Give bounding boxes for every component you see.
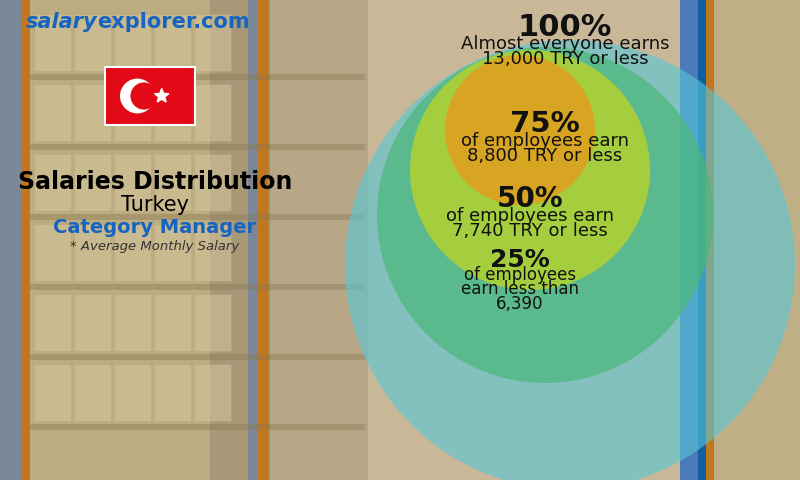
Text: 13,000 TRY or less: 13,000 TRY or less xyxy=(482,50,648,68)
FancyBboxPatch shape xyxy=(74,294,111,351)
Bar xyxy=(714,0,800,480)
Circle shape xyxy=(445,55,595,205)
FancyBboxPatch shape xyxy=(34,294,71,351)
Bar xyxy=(680,0,700,480)
Text: 6,390: 6,390 xyxy=(496,295,544,313)
Bar xyxy=(268,0,368,480)
Bar xyxy=(698,0,706,480)
Circle shape xyxy=(120,79,155,113)
Bar xyxy=(30,144,365,150)
Text: of employees: of employees xyxy=(464,266,576,284)
FancyBboxPatch shape xyxy=(34,14,71,71)
FancyBboxPatch shape xyxy=(114,364,151,421)
Bar xyxy=(258,0,270,480)
FancyBboxPatch shape xyxy=(114,154,151,211)
FancyBboxPatch shape xyxy=(154,84,191,141)
Bar xyxy=(22,0,30,480)
Bar xyxy=(30,354,365,360)
Text: 8,800 TRY or less: 8,800 TRY or less xyxy=(467,147,622,165)
Bar xyxy=(30,424,365,430)
Text: 50%: 50% xyxy=(497,185,563,213)
FancyBboxPatch shape xyxy=(154,14,191,71)
FancyBboxPatch shape xyxy=(194,224,231,281)
Polygon shape xyxy=(154,88,169,102)
Bar xyxy=(210,0,250,480)
FancyBboxPatch shape xyxy=(154,294,191,351)
Text: 25%: 25% xyxy=(490,248,550,272)
Text: Turkey: Turkey xyxy=(121,195,189,215)
Text: 7,740 TRY or less: 7,740 TRY or less xyxy=(452,222,608,240)
FancyBboxPatch shape xyxy=(154,154,191,211)
Circle shape xyxy=(410,50,650,290)
Bar xyxy=(0,0,25,480)
Text: Salaries Distribution: Salaries Distribution xyxy=(18,170,292,194)
FancyBboxPatch shape xyxy=(74,14,111,71)
FancyBboxPatch shape xyxy=(194,14,231,71)
Bar xyxy=(30,214,365,220)
FancyBboxPatch shape xyxy=(194,364,231,421)
Text: explorer.com: explorer.com xyxy=(97,12,250,32)
FancyBboxPatch shape xyxy=(154,364,191,421)
Text: earn less than: earn less than xyxy=(461,280,579,298)
FancyBboxPatch shape xyxy=(34,154,71,211)
Bar xyxy=(248,0,260,480)
FancyBboxPatch shape xyxy=(154,224,191,281)
FancyBboxPatch shape xyxy=(34,364,71,421)
FancyBboxPatch shape xyxy=(74,84,111,141)
Text: * Average Monthly Salary: * Average Monthly Salary xyxy=(70,240,240,253)
Circle shape xyxy=(345,40,795,480)
Bar xyxy=(30,284,365,290)
Text: of employees earn: of employees earn xyxy=(461,132,629,150)
FancyBboxPatch shape xyxy=(114,84,151,141)
Text: of employees earn: of employees earn xyxy=(446,207,614,225)
Bar xyxy=(706,0,714,480)
Bar xyxy=(30,74,365,80)
FancyBboxPatch shape xyxy=(34,224,71,281)
FancyBboxPatch shape xyxy=(114,224,151,281)
Circle shape xyxy=(130,83,158,109)
FancyBboxPatch shape xyxy=(194,84,231,141)
FancyBboxPatch shape xyxy=(114,14,151,71)
FancyBboxPatch shape xyxy=(114,294,151,351)
Text: Almost everyone earns: Almost everyone earns xyxy=(461,35,670,53)
FancyBboxPatch shape xyxy=(194,154,231,211)
Text: Category Manager: Category Manager xyxy=(54,218,257,237)
Bar xyxy=(105,67,195,125)
Bar xyxy=(30,0,210,480)
Text: 75%: 75% xyxy=(510,110,580,138)
FancyBboxPatch shape xyxy=(74,224,111,281)
FancyBboxPatch shape xyxy=(74,154,111,211)
FancyBboxPatch shape xyxy=(194,294,231,351)
Text: salary: salary xyxy=(26,12,97,32)
Text: 100%: 100% xyxy=(518,13,612,42)
Circle shape xyxy=(377,47,713,383)
FancyBboxPatch shape xyxy=(74,364,111,421)
FancyBboxPatch shape xyxy=(34,84,71,141)
